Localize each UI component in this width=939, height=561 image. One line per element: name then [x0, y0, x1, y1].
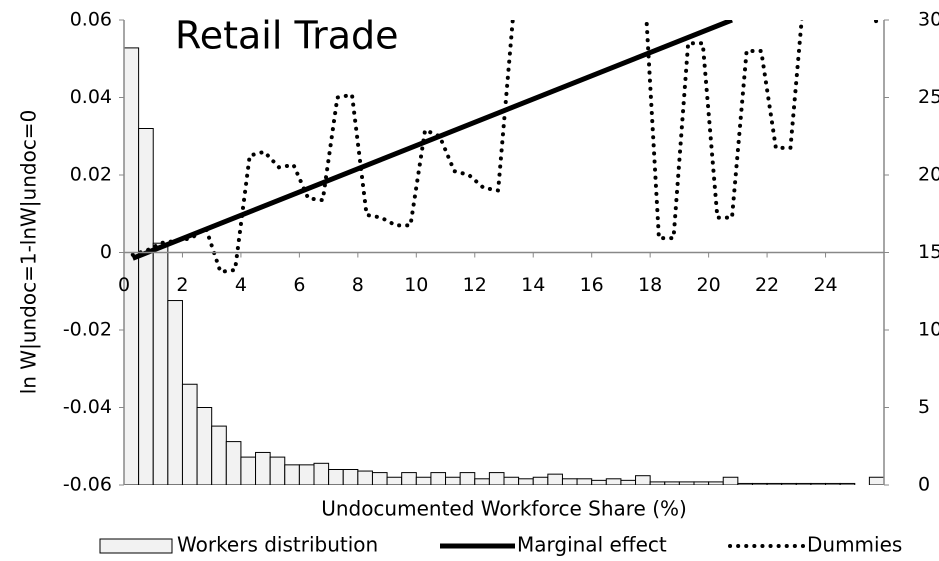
- histogram-bar: [255, 451, 271, 485]
- histogram-bar: [488, 472, 505, 485]
- histogram-bar: [766, 482, 783, 485]
- histogram-bar: [152, 242, 169, 485]
- y-tick-label: 0: [100, 241, 112, 263]
- histogram-bar: [284, 464, 300, 485]
- histogram-bar: [825, 482, 841, 485]
- histogram-bar: [518, 478, 534, 485]
- histogram-bar: [124, 47, 140, 485]
- line: [131, 20, 733, 261]
- histogram-bar: [781, 482, 797, 485]
- histogram-bar: [371, 472, 388, 485]
- histogram-bar: [474, 478, 490, 485]
- histogram-bar: [313, 462, 330, 485]
- histogram-bar: [328, 469, 344, 485]
- histogram-bar: [386, 476, 403, 485]
- x-axis-label: Undocumented Workforce Share (%): [321, 497, 687, 521]
- y2-tick-label: 5: [918, 396, 930, 418]
- histogram-bar: [415, 476, 432, 485]
- y-axis-label: ln W|undoc=1-lnW|undoc=0: [17, 110, 41, 395]
- histogram-bar: [240, 456, 257, 485]
- histogram-bar: [737, 482, 753, 485]
- x-tick-label: 20: [697, 274, 721, 296]
- histogram-bar: [708, 481, 724, 485]
- y2-tick-label: 10: [918, 319, 939, 341]
- histogram-bar: [430, 472, 447, 485]
- y-tick-label: 0.04: [70, 86, 112, 108]
- histogram-bar: [693, 481, 710, 485]
- histogram-bar: [620, 479, 637, 485]
- histogram-bar: [722, 476, 739, 485]
- x-tick-label: 16: [580, 274, 604, 296]
- chart-title: Retail Trade: [175, 14, 399, 58]
- histogram-bar: [211, 425, 227, 485]
- y2-tick-label: 25: [918, 86, 939, 108]
- histogram-bar: [167, 300, 183, 485]
- histogram-bar: [868, 476, 884, 485]
- histogram-bar: [401, 472, 417, 485]
- y2-tick-label: 30: [918, 9, 939, 31]
- histogram-bar: [649, 481, 666, 485]
- histogram-bar: [561, 478, 578, 485]
- histogram-bar: [445, 476, 461, 485]
- x-tick-label: 4: [235, 274, 247, 296]
- histogram-bar: [532, 476, 549, 485]
- x-tick-label: 0: [118, 274, 130, 296]
- legend-label: Marginal effect: [517, 533, 667, 557]
- x-tick-label: 18: [638, 274, 662, 296]
- x-tick-label: 24: [813, 274, 837, 296]
- histogram-bar: [459, 472, 476, 485]
- histogram-bar: [181, 383, 198, 485]
- histogram-bar: [503, 476, 520, 485]
- histogram-bar: [576, 478, 593, 485]
- x-tick-label: 6: [293, 274, 305, 296]
- y-tick-label: -0.04: [63, 396, 112, 418]
- histogram-bar: [138, 128, 154, 485]
- histogram-bar: [635, 475, 651, 485]
- histogram-bar: [795, 482, 812, 485]
- x-tick-label: 10: [404, 274, 428, 296]
- y2-tick-label: 20: [918, 164, 939, 186]
- histogram-bar: [810, 482, 827, 485]
- histogram-bar: [591, 479, 607, 485]
- histogram-bar: [342, 469, 359, 485]
- histogram-bar: [839, 482, 856, 485]
- histogram-bar: [605, 478, 622, 485]
- histogram-bar: [269, 456, 286, 485]
- histogram-bar: [678, 481, 695, 485]
- histogram-bar: [751, 482, 768, 485]
- x-tick-label: 22: [755, 274, 779, 296]
- histogram-bar: [225, 441, 242, 485]
- plot-area: [124, 20, 884, 485]
- histogram-bar: [547, 473, 563, 485]
- x-tick-label: 12: [463, 274, 487, 296]
- y2-tick-label: 15: [918, 241, 939, 263]
- y-tick-label: -0.02: [63, 319, 112, 341]
- y2-tick-label: 0: [918, 474, 930, 496]
- histogram-bar: [664, 481, 680, 485]
- y-tick-label: 0.02: [70, 164, 112, 186]
- x-tick-label: 14: [521, 274, 545, 296]
- histogram-bar: [357, 470, 373, 485]
- legend-label: Workers distribution: [177, 533, 378, 557]
- dotted-line: [130, 20, 881, 275]
- histogram-bar: [298, 464, 315, 485]
- legend-swatch: [99, 538, 173, 554]
- y-tick-label: 0.06: [70, 9, 112, 31]
- histogram-bar: [196, 407, 213, 485]
- legend-label: Dummies: [807, 533, 902, 557]
- x-tick-label: 8: [352, 274, 364, 296]
- y-tick-label: -0.06: [63, 474, 112, 496]
- x-tick-label: 2: [176, 274, 188, 296]
